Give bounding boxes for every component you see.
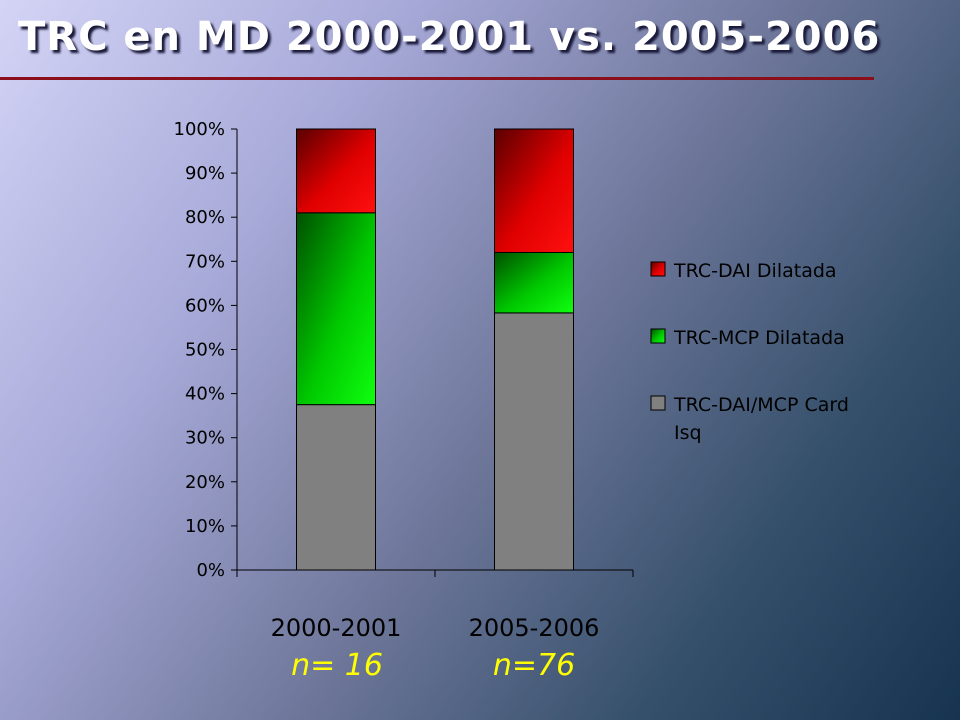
y-tick-label: 40% <box>185 384 225 405</box>
x-category-label: 2005-2006 <box>469 614 600 642</box>
y-tick-label: 60% <box>185 295 225 316</box>
y-tick-label: 70% <box>185 251 225 272</box>
y-tick-label: 20% <box>185 472 225 493</box>
y-tick-label: 30% <box>185 428 225 449</box>
legend-swatch <box>650 328 666 344</box>
slide-title: TRC en MD 2000-2001 vs. 2005-2006 <box>18 14 881 60</box>
legend-label: TRC-MCP Dilatada <box>673 327 845 349</box>
sample-size-2000-2001: n= 16 <box>291 648 383 683</box>
y-tick-label: 10% <box>185 516 225 537</box>
bar-segment <box>296 212 376 406</box>
sample-size-2005-2006: n=76 <box>492 648 576 683</box>
legend-swatch <box>650 395 666 411</box>
bar-segment <box>296 128 376 214</box>
legend-swatch <box>650 261 666 277</box>
x-category-label: 2000-2001 <box>271 614 402 642</box>
bar-segment <box>494 251 574 314</box>
legend-label: TRC-DAI/MCP Card Isq <box>673 394 849 444</box>
title-underline <box>0 77 874 80</box>
bar-segment <box>296 404 376 571</box>
y-tick-label: 100% <box>174 119 225 140</box>
bar-segment <box>494 128 574 253</box>
legend-label: TRC-DAI Dilatada <box>673 260 837 282</box>
bar-segment <box>494 312 574 571</box>
y-tick-label: 50% <box>185 340 225 361</box>
y-tick-label: 80% <box>185 207 225 228</box>
y-tick-label: 0% <box>196 560 225 581</box>
y-tick-label: 90% <box>185 163 225 184</box>
